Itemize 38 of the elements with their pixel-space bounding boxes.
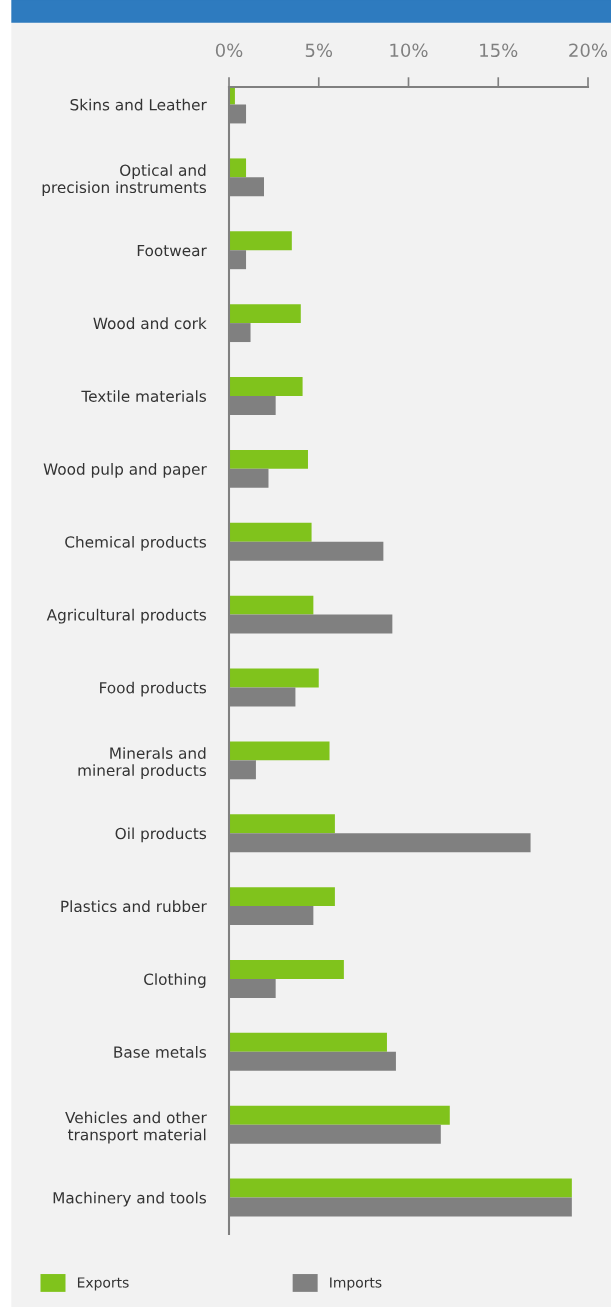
y-tick-label: Minerals and mineral products <box>78 747 207 780</box>
y-tick-label: Chemical products <box>65 535 207 551</box>
bar <box>229 887 335 907</box>
legend-label: Imports <box>330 1277 382 1291</box>
y-tick-label: Textile materials <box>81 390 207 402</box>
bar <box>229 449 308 469</box>
y-tick-label: Food products <box>100 681 207 697</box>
bar <box>229 1105 450 1125</box>
x-tick-label: 20% <box>569 43 608 58</box>
y-tick-label: Vehicles and other transport material <box>65 1111 207 1144</box>
y-tick-label: Oil products <box>115 827 207 843</box>
bar <box>229 377 303 396</box>
bar <box>229 158 247 178</box>
y-tick-label: Base metals <box>114 1046 207 1058</box>
bar <box>229 1178 572 1198</box>
x-tick-label: 0% <box>215 43 243 58</box>
y-tick-label: Skins and Leather <box>70 98 207 111</box>
y-tick-label: Machinery and tools <box>53 1191 207 1207</box>
y-tick-label: Footwear <box>137 244 207 257</box>
y-tick-label: Wood pulp and paper <box>43 463 207 478</box>
x-tick-label: 5% <box>305 43 333 58</box>
bar <box>229 741 330 761</box>
bar <box>229 1032 387 1052</box>
bar <box>229 231 292 251</box>
bar <box>229 814 335 834</box>
x-tick-label: 15% <box>480 43 518 58</box>
bar <box>229 304 301 324</box>
bar <box>229 668 319 688</box>
bar <box>229 960 344 979</box>
x-tick-label: 10% <box>390 43 428 58</box>
y-tick-label: Agricultural products <box>46 608 207 624</box>
y-tick-label: Wood and cork <box>93 317 207 330</box>
bar <box>229 522 312 542</box>
legend-label: Exports <box>77 1277 129 1291</box>
y-tick-label: Clothing <box>144 973 206 988</box>
y-tick-label: Plastics and rubber <box>61 900 207 913</box>
y-tick-label: Optical and precision instruments <box>42 164 207 197</box>
bar <box>229 595 314 615</box>
